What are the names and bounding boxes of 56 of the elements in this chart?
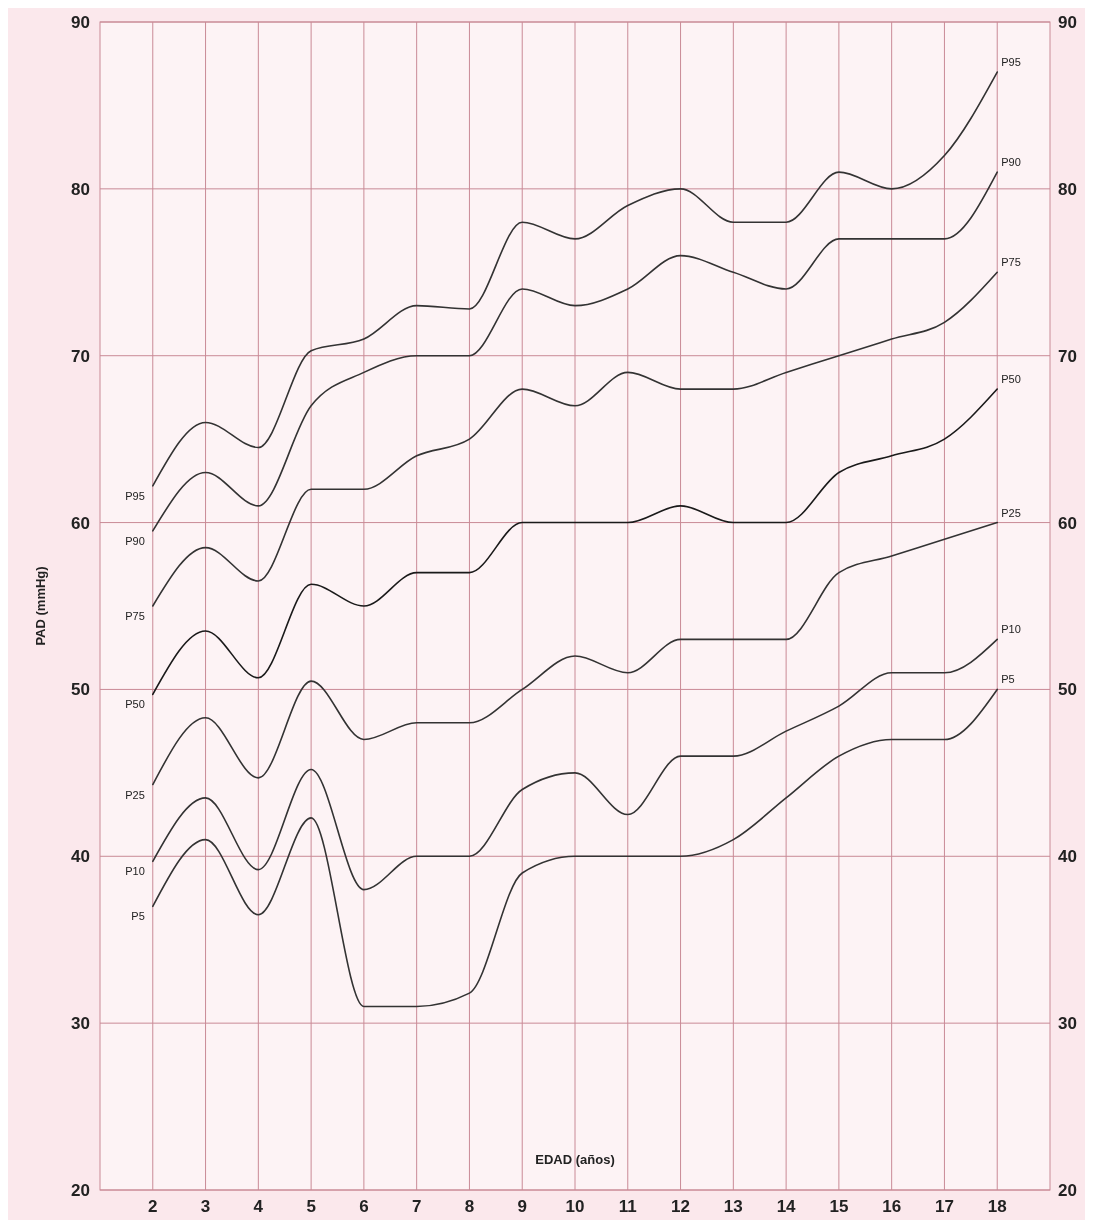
- series-label: P90: [1001, 156, 1021, 169]
- x-tick-label: 18: [987, 1197, 1007, 1216]
- x-tick-label: 12: [671, 1197, 691, 1216]
- text: P90: [125, 534, 145, 547]
- y-tick-label: 40: [71, 847, 90, 867]
- series-label: P10: [1001, 623, 1021, 636]
- text: P10: [125, 865, 145, 878]
- x-tick-label: 9: [517, 1197, 527, 1216]
- text: P25: [125, 788, 145, 801]
- series-label: P50: [1001, 373, 1021, 386]
- y2-tick-label: 20: [1058, 1181, 1077, 1200]
- y-tick-label: 70: [71, 346, 90, 366]
- series-label: P25: [1001, 506, 1021, 519]
- text: P5: [131, 910, 145, 923]
- text: P75: [125, 610, 145, 622]
- y-tick-label: 80: [71, 179, 90, 199]
- line-series: [151, 171, 999, 532]
- line-series: [151, 638, 999, 891]
- y2-tick-label: 90: [1058, 13, 1077, 32]
- y-tick-label: 20: [71, 1181, 90, 1200]
- y-tick-label: 90: [71, 13, 90, 32]
- x-tick-label: 8: [464, 1197, 475, 1216]
- x-tick-label: 6: [359, 1197, 369, 1216]
- x-tick-label: 15: [829, 1197, 849, 1216]
- y2-tick-label: 50: [1058, 680, 1077, 700]
- x-axis-title: EDAD (años): [535, 1152, 615, 1167]
- line-series: [151, 388, 999, 696]
- x-tick-label: 16: [882, 1197, 902, 1216]
- y-tick-label: 30: [71, 1014, 90, 1034]
- text: P50: [125, 698, 145, 711]
- series-label: P75: [1001, 256, 1021, 269]
- y2-tick-label: 40: [1058, 847, 1077, 867]
- x-tick-label: 10: [565, 1197, 585, 1216]
- x-tick-label: 17: [934, 1197, 954, 1216]
- line-series: [151, 271, 999, 607]
- y2-tick-label: 30: [1058, 1014, 1077, 1034]
- text: P95: [125, 489, 145, 502]
- series-label: P5: [1001, 673, 1015, 686]
- x-tick-label: 5: [306, 1197, 316, 1216]
- x-tick-label: 11: [618, 1197, 637, 1216]
- x-tick-label: 13: [723, 1197, 743, 1216]
- x-tick-label: 4: [253, 1197, 264, 1216]
- series-label: P95: [1001, 56, 1021, 69]
- y2-tick-label: 60: [1058, 513, 1077, 533]
- y2-tick-label: 70: [1058, 346, 1077, 366]
- x-tick-label: 14: [776, 1197, 797, 1216]
- y-tick-label: 50: [71, 680, 90, 700]
- line-series: [151, 688, 999, 1008]
- x-tick-label: 7: [411, 1197, 422, 1216]
- line-series: [151, 521, 999, 786]
- line-series: [151, 71, 999, 487]
- y-axis-title: PAD (mmHg): [33, 566, 48, 646]
- x-tick-label: 2: [148, 1197, 158, 1216]
- x-tick-label: 3: [200, 1197, 211, 1216]
- y-tick-label: 60: [71, 513, 90, 533]
- y2-tick-label: 80: [1058, 179, 1077, 199]
